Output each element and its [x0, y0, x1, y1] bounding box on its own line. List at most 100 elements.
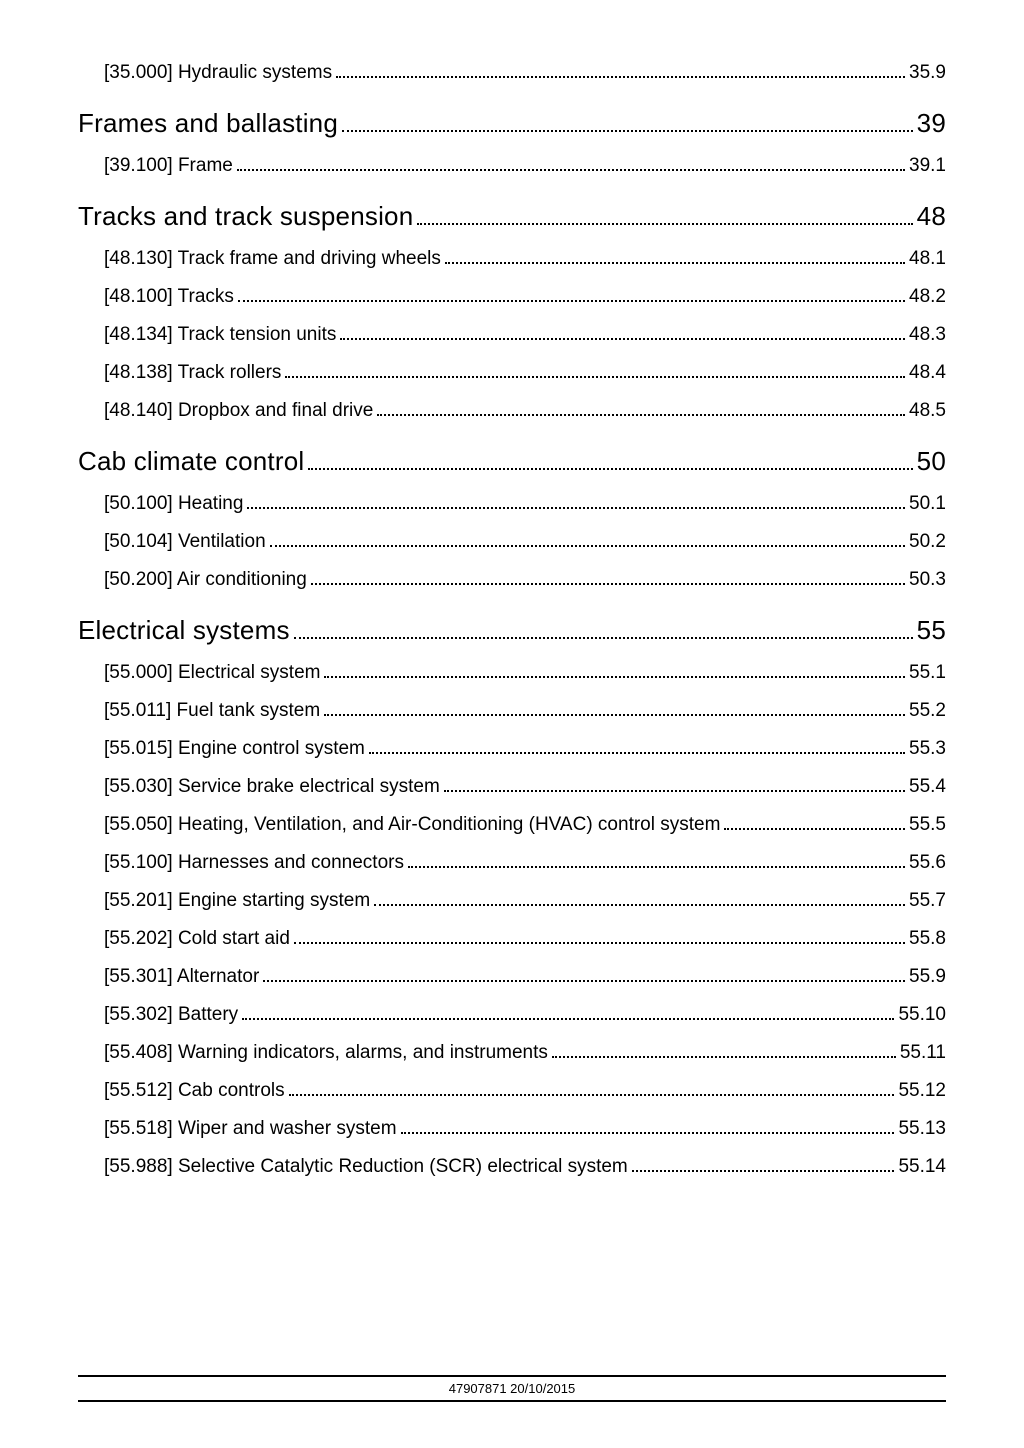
- toc-label: [55.518] Wiper and washer system: [104, 1118, 397, 1140]
- toc-page: 55: [917, 615, 946, 646]
- toc-leader-dots: [374, 904, 905, 906]
- toc-entry: [50.100] Heating 50.1: [104, 493, 946, 515]
- toc-leader-dots: [238, 300, 905, 302]
- toc-leader-dots: [247, 507, 905, 509]
- toc-label: [50.104] Ventilation: [104, 531, 266, 553]
- toc-entry: [55.050] Heating, Ventilation, and Air-C…: [104, 814, 946, 836]
- toc-page: 55.13: [898, 1118, 946, 1140]
- toc-page: 48: [917, 201, 946, 232]
- toc-entry: Cab climate control50: [78, 446, 946, 477]
- toc-page: 55.9: [909, 966, 946, 988]
- toc-label: [55.030] Service brake electrical system: [104, 776, 440, 798]
- toc-label: [48.134] Track tension units: [104, 324, 336, 346]
- toc-label: [48.130] Track frame and driving wheels: [104, 248, 441, 270]
- toc-leader-dots: [401, 1132, 895, 1134]
- toc-entry: [48.134] Track tension units 48.3: [104, 324, 946, 346]
- toc-page: 48.4: [909, 362, 946, 384]
- toc-leader-dots: [632, 1170, 895, 1172]
- toc-entry: [35.000] Hydraulic systems 35.9: [104, 62, 946, 84]
- toc-entry: [50.200] Air conditioning 50.3: [104, 569, 946, 591]
- toc-page: 55.10: [898, 1004, 946, 1026]
- toc-leader-dots: [237, 169, 905, 171]
- toc-entry: [50.104] Ventilation50.2: [104, 531, 946, 553]
- footer: 47907871 20/10/2015: [78, 1375, 946, 1402]
- toc-leader-dots: [294, 637, 913, 639]
- toc-label: Electrical systems: [78, 615, 290, 646]
- toc-label: [55.202] Cold start aid: [104, 928, 290, 950]
- footer-text: 47907871 20/10/2015: [78, 1379, 946, 1398]
- toc-label: [55.201] Engine starting system: [104, 890, 370, 912]
- toc-page: 55.8: [909, 928, 946, 950]
- toc-entry: [55.015] Engine control system55.3: [104, 738, 946, 760]
- toc-label: [50.200] Air conditioning: [104, 569, 307, 591]
- toc-leader-dots: [724, 828, 905, 830]
- toc-label: [48.138] Track rollers: [104, 362, 281, 384]
- footer-rule-bottom: [78, 1400, 946, 1402]
- toc-leader-dots: [340, 338, 905, 340]
- toc-leader-dots: [377, 414, 905, 416]
- toc-page: 55.14: [898, 1156, 946, 1178]
- toc-page: 55.1: [909, 662, 946, 684]
- page: [35.000] Hydraulic systems 35.9 Frames and…: [0, 0, 1024, 1448]
- toc-entry: [55.201] Engine starting system 55.7: [104, 890, 946, 912]
- toc-page: 55.4: [909, 776, 946, 798]
- toc-label: [55.011] Fuel tank system: [104, 700, 320, 722]
- toc-entry: [48.130] Track frame and driving wheels4…: [104, 248, 946, 270]
- toc-entry: [48.138] Track rollers 48.4: [104, 362, 946, 384]
- toc-leader-dots: [342, 130, 913, 132]
- toc-label: [55.988] Selective Catalytic Reduction (…: [104, 1156, 628, 1178]
- toc-leader-dots: [311, 583, 905, 585]
- toc-leader-dots: [285, 376, 905, 378]
- toc-page: 55.7: [909, 890, 946, 912]
- toc-page: 55.11: [900, 1042, 946, 1064]
- toc-leader-dots: [270, 545, 905, 547]
- toc-page: 50: [917, 446, 946, 477]
- toc-page: 48.2: [909, 286, 946, 308]
- toc-label: [55.408] Warning indicators, alarms, and…: [104, 1042, 548, 1064]
- toc-entry: Tracks and track suspension 48: [78, 201, 946, 232]
- toc-leader-dots: [417, 223, 912, 225]
- toc-leader-dots: [336, 76, 905, 78]
- toc-label: [48.100] Tracks: [104, 286, 234, 308]
- toc-entry: [55.030] Service brake electrical system…: [104, 776, 946, 798]
- toc-page: 55.6: [909, 852, 946, 874]
- toc-entry: [55.000] Electrical system 55.1: [104, 662, 946, 684]
- toc-entry: [55.988] Selective Catalytic Reduction (…: [104, 1156, 946, 1178]
- toc-entry: [55.301] Alternator55.9: [104, 966, 946, 988]
- toc-leader-dots: [552, 1056, 896, 1058]
- toc-page: 39: [917, 108, 946, 139]
- toc-leader-dots: [408, 866, 905, 868]
- toc-leader-dots: [289, 1094, 895, 1096]
- table-of-contents: [35.000] Hydraulic systems 35.9 Frames and…: [78, 62, 946, 1178]
- toc-leader-dots: [324, 676, 905, 678]
- toc-page: 50.1: [909, 493, 946, 515]
- toc-page: 55.2: [909, 700, 946, 722]
- toc-label: Tracks and track suspension: [78, 201, 413, 232]
- toc-label: [55.302] Battery: [104, 1004, 238, 1026]
- toc-label: [55.100] Harnesses and connectors: [104, 852, 404, 874]
- toc-page: 55.3: [909, 738, 946, 760]
- toc-page: 55.12: [898, 1080, 946, 1102]
- toc-leader-dots: [294, 942, 905, 944]
- toc-page: 35.9: [909, 62, 946, 84]
- toc-entry: [55.011] Fuel tank system 55.2: [104, 700, 946, 722]
- toc-leader-dots: [444, 790, 905, 792]
- toc-label: [39.100] Frame: [104, 155, 233, 177]
- toc-page: 50.3: [909, 569, 946, 591]
- toc-entry: [55.202] Cold start aid 55.8: [104, 928, 946, 950]
- toc-entry: [55.512] Cab controls55.12: [104, 1080, 946, 1102]
- toc-entry: [55.518] Wiper and washer system 55.13: [104, 1118, 946, 1140]
- toc-label: [55.050] Heating, Ventilation, and Air-C…: [104, 814, 720, 836]
- toc-label: [55.000] Electrical system: [104, 662, 320, 684]
- toc-leader-dots: [445, 262, 905, 264]
- toc-label: [50.100] Heating: [104, 493, 243, 515]
- toc-page: 48.3: [909, 324, 946, 346]
- toc-entry: Electrical systems 55: [78, 615, 946, 646]
- toc-label: [35.000] Hydraulic systems: [104, 62, 332, 84]
- toc-label: [48.140] Dropbox and final drive: [104, 400, 373, 422]
- toc-entry: [55.408] Warning indicators, alarms, and…: [104, 1042, 946, 1064]
- toc-page: 55.5: [909, 814, 946, 836]
- toc-leader-dots: [263, 980, 905, 982]
- toc-page: 48.5: [909, 400, 946, 422]
- toc-entry: Frames and ballasting39: [78, 108, 946, 139]
